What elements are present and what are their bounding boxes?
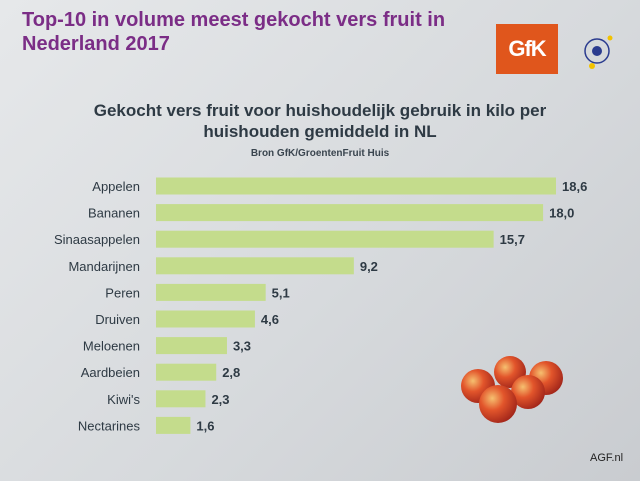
logo-dot-icon <box>607 35 613 41</box>
value-label: 18,6 <box>562 179 587 194</box>
bar <box>156 390 206 408</box>
category-label: Bananen <box>88 206 140 221</box>
category-label: Mandarijnen <box>68 259 140 274</box>
category-label: Sinaasappelen <box>54 232 140 247</box>
value-label: 18,0 <box>549 206 574 221</box>
value-label: 2,3 <box>211 392 229 407</box>
value-label: 9,2 <box>360 259 378 274</box>
bar <box>156 283 266 301</box>
chart-title: Gekocht vers fruit voor huishoudelijk ge… <box>60 100 580 142</box>
category-label: Appelen <box>92 179 140 194</box>
bar <box>156 337 227 355</box>
value-label: 1,6 <box>196 418 214 433</box>
bar <box>156 310 255 328</box>
value-label: 4,6 <box>261 312 279 327</box>
bar <box>156 416 191 434</box>
apple-icon <box>511 375 545 409</box>
category-label: Kiwi's <box>107 392 140 407</box>
apple-icon <box>479 385 517 423</box>
value-label: 5,1 <box>272 285 290 300</box>
category-label: Aardbeien <box>81 365 140 380</box>
watermark: AGF.nl <box>590 452 624 464</box>
slide-title-line1: Top-10 in volume meest gekocht vers frui… <box>22 9 446 31</box>
value-label: 2,8 <box>222 365 240 380</box>
category-label: Meloenen <box>83 339 140 354</box>
logo-ring-icon <box>584 38 610 64</box>
bar <box>156 177 556 195</box>
gfk-logo: GfK <box>496 24 558 74</box>
chart-title-line2: huishouden gemiddeld in NL <box>203 122 437 141</box>
chart-title-line1: Gekocht vers fruit voor huishoudelijk ge… <box>93 101 547 120</box>
category-label: Nectarines <box>78 418 141 433</box>
bar <box>156 204 544 222</box>
category-label: Druiven <box>95 312 140 327</box>
bar <box>156 363 217 381</box>
logo-center-icon <box>592 46 602 56</box>
slide-title: Top-10 in volume meest gekocht vers frui… <box>22 8 492 56</box>
gfk-logo-text: GfK <box>508 36 546 61</box>
chart-source: Bron GfK/GroentenFruit Huis <box>250 148 390 159</box>
slide-title-line2: Nederland 2017 <box>22 33 170 55</box>
bar <box>156 257 354 275</box>
apples-image <box>461 356 563 423</box>
bar <box>156 230 494 248</box>
logo-dot-icon <box>589 63 595 69</box>
value-label: 3,3 <box>233 339 251 354</box>
groentenfruit-huis-logo <box>584 35 613 69</box>
value-label: 15,7 <box>500 232 525 247</box>
category-label: Peren <box>105 285 140 300</box>
